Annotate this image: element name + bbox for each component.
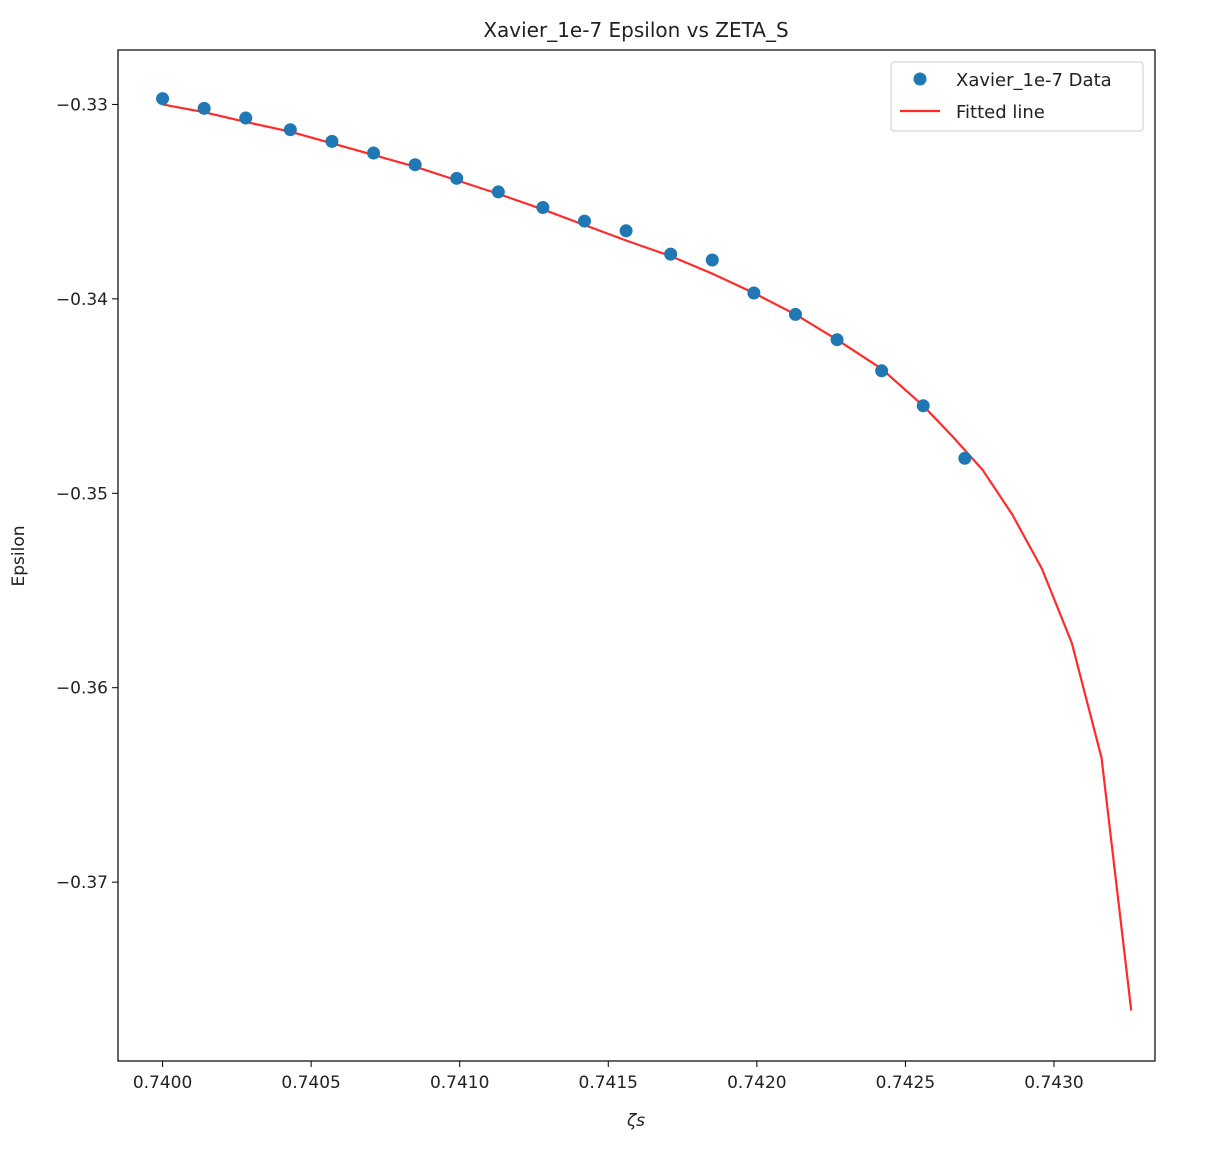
legend-box <box>890 61 1144 132</box>
x-tick-label: 0.7400 <box>133 1073 192 1093</box>
x-tick-label: 0.7415 <box>579 1073 638 1093</box>
x-axis-label: ζs <box>626 1111 645 1131</box>
data-point <box>325 134 339 148</box>
data-point <box>408 158 422 172</box>
y-tick-label: −0.35 <box>56 484 108 504</box>
data-point <box>664 247 678 261</box>
plot-frame <box>117 49 1156 1062</box>
x-tick-label: 0.7410 <box>430 1073 489 1093</box>
data-point <box>491 185 505 199</box>
data-point <box>747 286 761 300</box>
data-point <box>958 451 972 465</box>
data-point <box>450 171 464 185</box>
data-point <box>875 364 889 378</box>
data-point <box>367 146 381 160</box>
legend-scatter-marker <box>913 72 927 86</box>
data-point <box>283 123 297 137</box>
x-axis: 0.7400 0.7405 0.7410 0.7415 0.7420 0.7425 0.74… <box>133 1061 1084 1093</box>
legend: Xavier_1e-7 Data Fitted line <box>890 61 1144 132</box>
legend-label-data: Xavier_1e-7 Data <box>956 70 1112 91</box>
legend-label-fit: Fitted line <box>956 102 1045 123</box>
fitted-line-layer <box>162 103 1133 1011</box>
data-point <box>619 224 633 238</box>
data-points-layer <box>156 92 972 465</box>
fitted-line <box>162 103 1133 1011</box>
data-point <box>239 111 253 125</box>
data-point <box>916 399 930 413</box>
data-point <box>536 200 550 214</box>
y-axis: −0.33 −0.34 −0.35 −0.36 −0.37 <box>56 95 118 893</box>
y-axis-label: Epsilon <box>9 525 29 586</box>
data-point <box>197 101 211 115</box>
chart-title: Xavier_1e-7 Epsilon vs ZETA_S <box>483 18 788 42</box>
y-tick-label: −0.33 <box>56 95 108 115</box>
x-tick-label: 0.7425 <box>876 1073 935 1093</box>
data-point <box>156 92 170 106</box>
data-point <box>788 307 802 321</box>
data-point <box>830 333 844 347</box>
x-tick-label: 0.7405 <box>281 1073 340 1093</box>
x-tick-label: 0.7420 <box>727 1073 786 1093</box>
y-tick-label: −0.36 <box>56 679 108 699</box>
data-point <box>578 214 591 228</box>
data-point <box>705 253 719 267</box>
y-tick-label: −0.34 <box>56 290 108 310</box>
x-tick-label: 0.7430 <box>1024 1073 1083 1093</box>
y-tick-label: −0.37 <box>56 873 108 893</box>
